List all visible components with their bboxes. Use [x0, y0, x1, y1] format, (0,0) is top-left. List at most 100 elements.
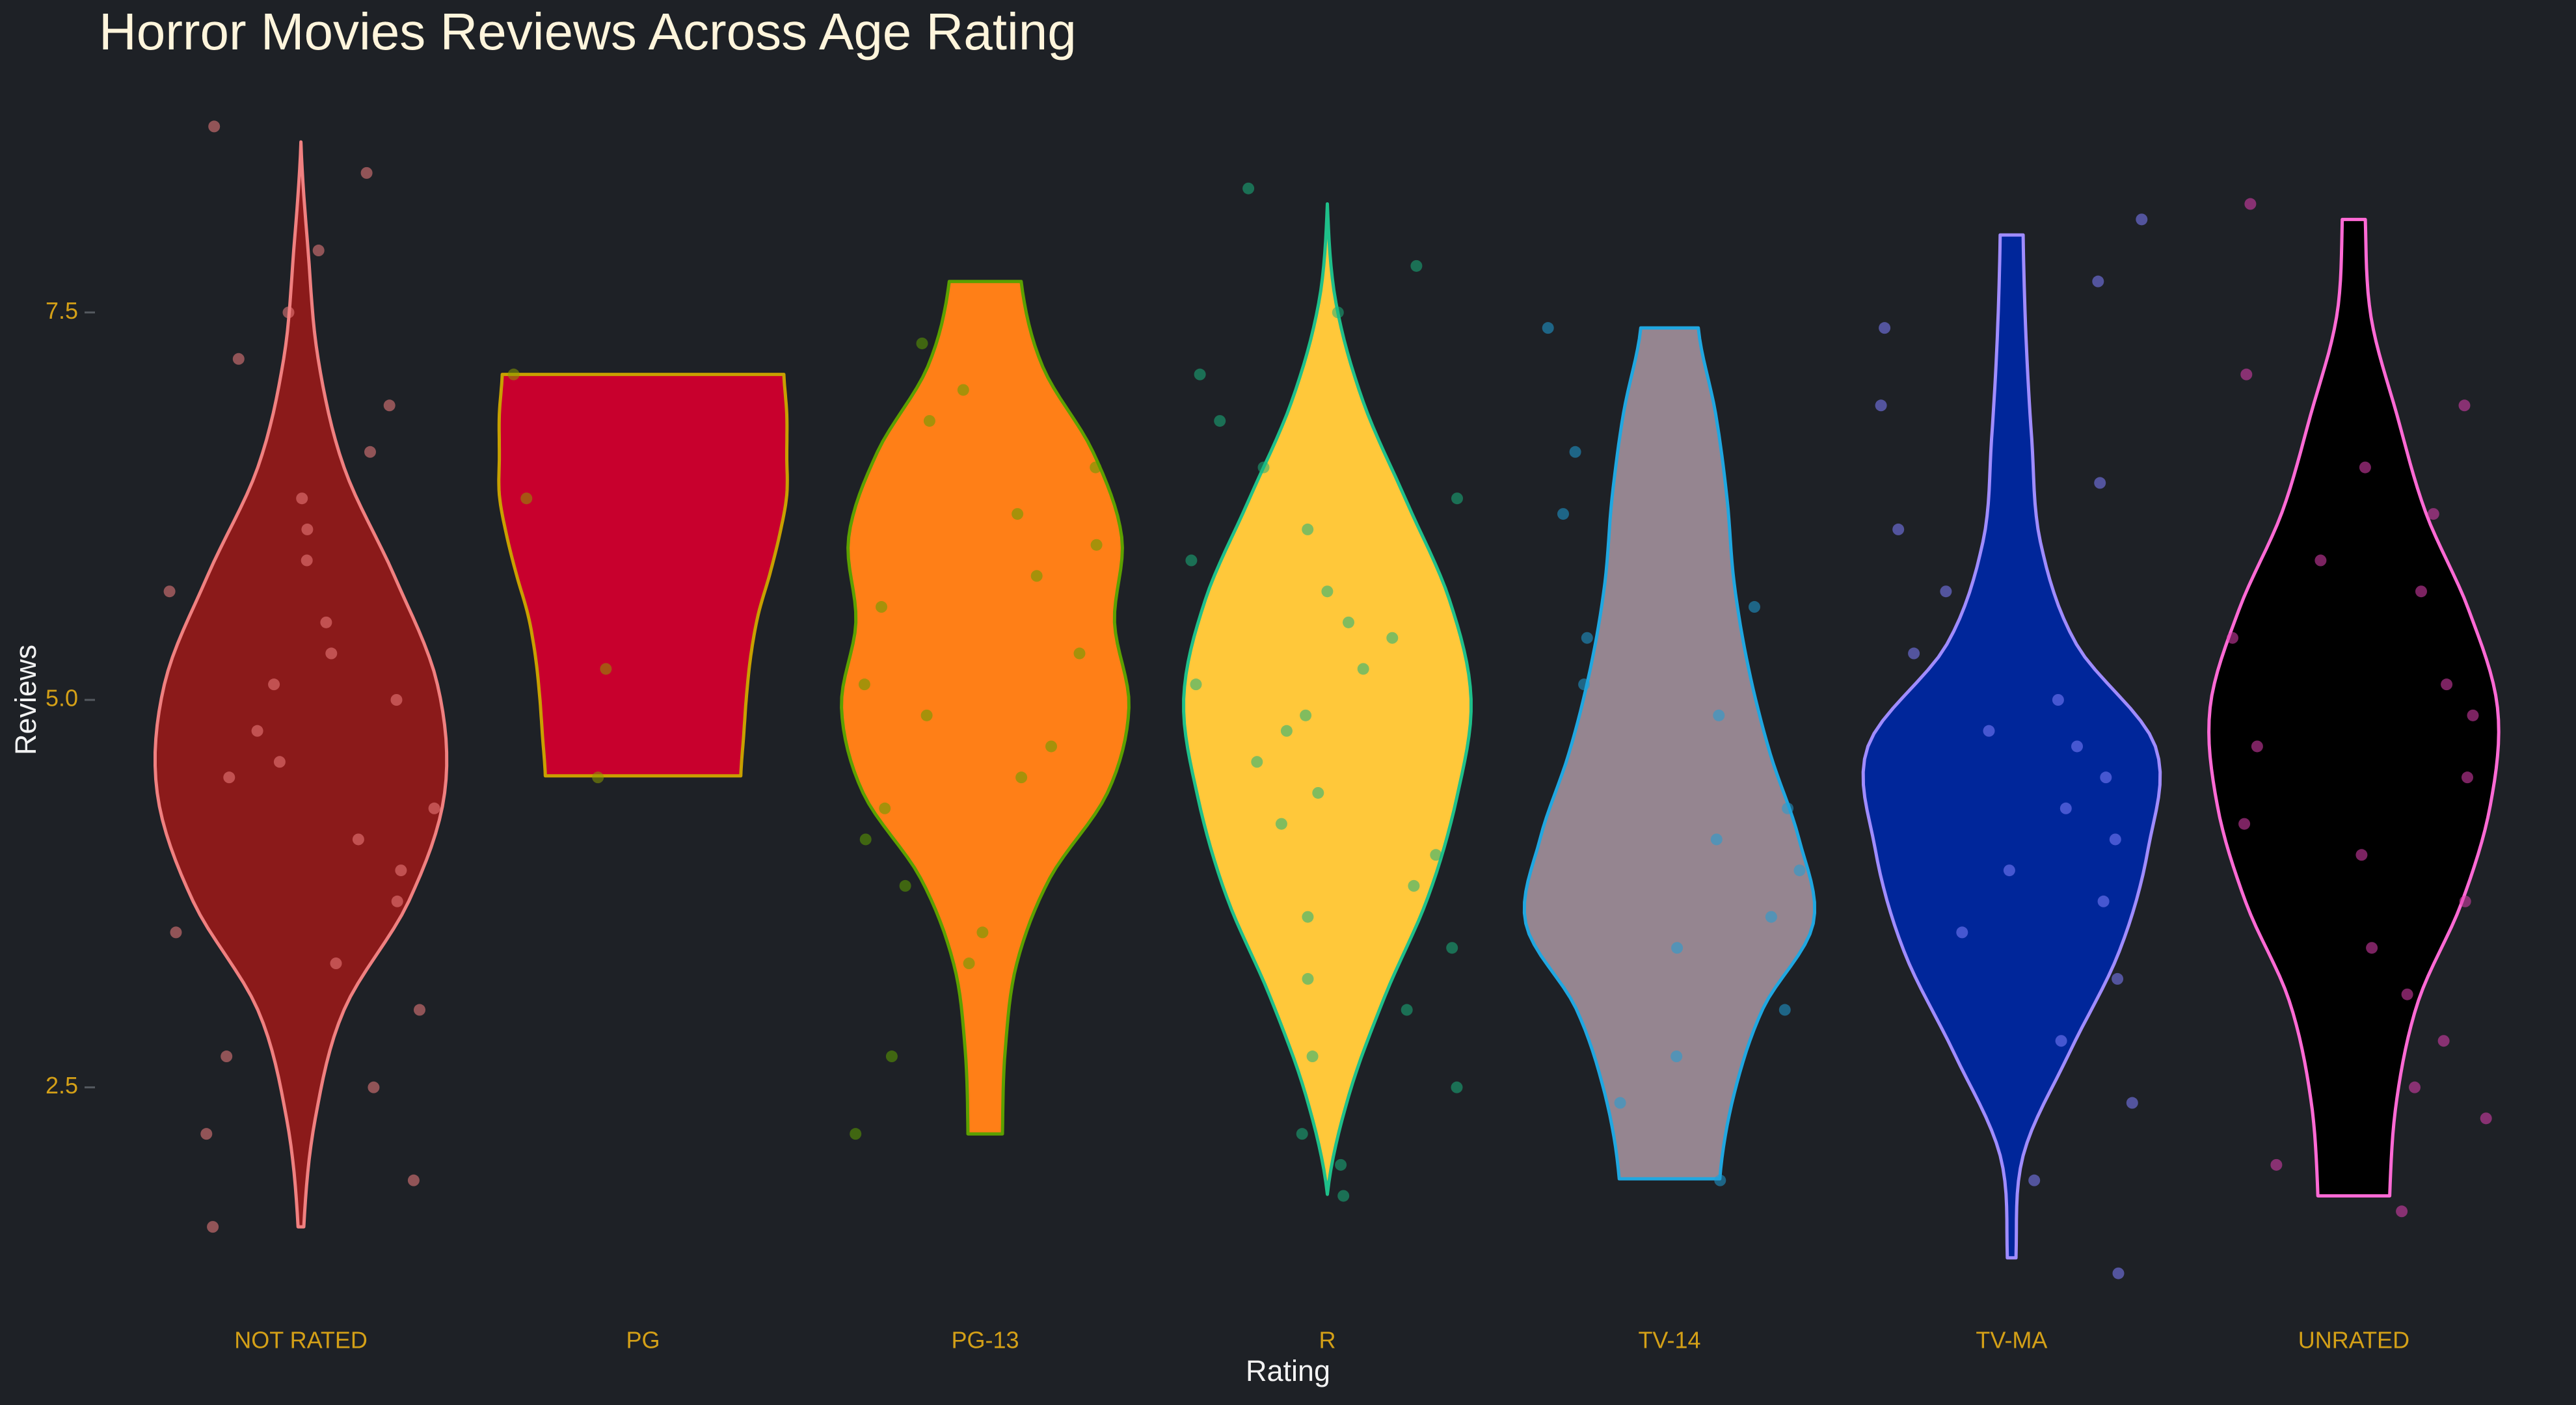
data-point: [407, 1174, 420, 1186]
data-point: [1670, 1050, 1683, 1063]
data-point: [976, 926, 989, 939]
data-point: [2314, 554, 2327, 567]
data-point: [859, 833, 872, 846]
data-point: [1542, 322, 1554, 334]
data-point: [1940, 585, 1952, 598]
data-point: [1015, 771, 1028, 784]
data-point: [1410, 260, 1423, 272]
data-point: [390, 694, 403, 706]
data-point: [1357, 663, 1369, 675]
data-point: [1778, 1004, 1791, 1016]
data-point: [2126, 1097, 2138, 1109]
data-point: [1280, 725, 1293, 737]
data-point: [1401, 1004, 1413, 1016]
y-tick-label: 2.5: [46, 1072, 78, 1099]
data-point: [1302, 523, 1314, 535]
data-point: [2112, 1267, 2125, 1279]
data-point: [2441, 678, 2453, 691]
data-point: [1321, 585, 1334, 598]
data-point: [1875, 399, 1887, 412]
data-point: [1343, 616, 1354, 628]
violin: [1522, 326, 1816, 1181]
y-axis-title: Reviews: [9, 645, 42, 755]
data-point: [1710, 833, 1723, 846]
data-point: [1581, 632, 1593, 644]
data-point: [916, 337, 928, 349]
data-point: [1386, 632, 1399, 644]
data-point: [1302, 972, 1314, 985]
data-point: [1714, 1174, 1726, 1186]
data-point: [1312, 786, 1324, 799]
data-point: [170, 926, 182, 939]
data-point: [850, 1128, 862, 1140]
data-point: [1614, 1097, 1626, 1109]
x-tick-label: NOT RATED: [234, 1327, 368, 1354]
data-point: [1045, 740, 1057, 753]
data-point: [2480, 1112, 2492, 1125]
data-point: [520, 492, 533, 505]
data-point: [1012, 508, 1024, 520]
data-point: [899, 879, 911, 892]
data-point: [1671, 942, 1684, 954]
data-point: [2359, 461, 2371, 474]
data-point: [208, 120, 221, 133]
data-point: [2415, 585, 2427, 598]
data-point: [1983, 725, 1995, 737]
data-point: [879, 802, 891, 814]
violin: [840, 280, 1131, 1136]
data-point: [592, 771, 604, 784]
data-point: [1251, 756, 1263, 768]
data-point: [2109, 833, 2121, 846]
data-point: [312, 245, 325, 257]
data-point: [207, 1221, 219, 1233]
data-point: [1782, 802, 1794, 814]
data-point: [391, 895, 403, 907]
data-point: [2244, 198, 2257, 210]
x-tick-label: PG-13: [952, 1327, 1019, 1354]
data-point: [2238, 818, 2251, 830]
data-point: [1749, 601, 1760, 613]
x-tick-label: PG: [626, 1327, 660, 1354]
data-point: [2270, 1158, 2283, 1171]
data-point: [1337, 1190, 1350, 1202]
data-point: [320, 616, 332, 628]
data-point: [273, 756, 286, 768]
data-point: [223, 771, 235, 784]
violin: [1182, 202, 1473, 1196]
data-point: [2136, 213, 2148, 226]
data-point: [2071, 740, 2083, 753]
data-point: [2052, 694, 2064, 706]
data-point: [1090, 539, 1103, 551]
data-point: [2437, 1035, 2450, 1047]
data-point: [920, 709, 933, 721]
data-point: [963, 957, 975, 970]
data-point: [163, 585, 176, 598]
data-point: [876, 601, 887, 613]
x-tick-label: TV-14: [1638, 1327, 1700, 1354]
data-point: [2003, 864, 2015, 877]
data-point: [1300, 709, 1312, 721]
data-point: [2458, 399, 2471, 412]
data-point: [1956, 926, 1968, 939]
data-point: [858, 678, 870, 691]
violin: [1861, 233, 2162, 1260]
data-point: [2028, 1174, 2041, 1186]
data-point: [2366, 942, 2378, 954]
chart-title: Horror Movies Reviews Across Age Rating: [99, 3, 1077, 60]
data-point: [2100, 771, 2112, 784]
violin: [2207, 217, 2501, 1198]
data-point: [352, 833, 364, 846]
data-point: [2240, 368, 2253, 381]
data-point: [923, 415, 935, 427]
violin: [497, 373, 789, 778]
data-point: [2112, 972, 2124, 985]
data-point: [2467, 709, 2479, 721]
data-point: [1569, 446, 1581, 458]
data-point: [2092, 275, 2104, 288]
data-point: [428, 802, 440, 814]
data-point: [1765, 911, 1777, 923]
data-point: [1257, 461, 1270, 474]
data-point: [1090, 461, 1102, 474]
